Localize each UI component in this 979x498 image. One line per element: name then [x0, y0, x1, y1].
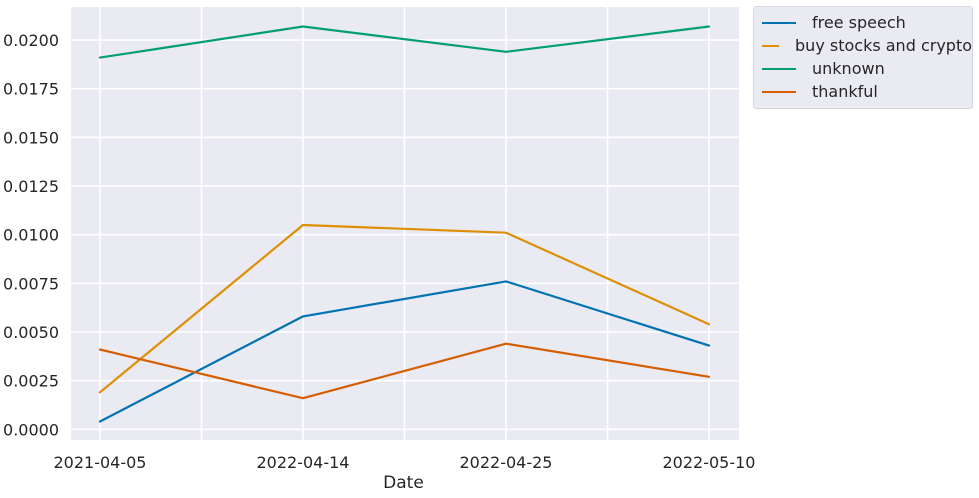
series-line-unknown	[98, 25, 711, 59]
x-tick-label: 2021-04-05	[54, 453, 147, 472]
x-tick-label: 2022-04-14	[257, 453, 350, 472]
y-axis-ticks: 0.0000 0.0025 0.0050 0.0075 0.0100 0.0125 0.01…	[3, 31, 59, 439]
legend-item: free speech	[754, 11, 972, 34]
legend-label: free speech	[812, 13, 906, 32]
y-tick-label: 0.0025	[3, 372, 59, 391]
x-axis-ticks: 2021-04-05 2022-04-14 2022-04-25 2022-05-10	[54, 453, 756, 472]
legend-label: thankful	[812, 82, 878, 101]
y-tick-label: 0.0000	[3, 420, 59, 439]
x-tick-label: 2022-05-10	[663, 453, 756, 472]
x-tick-label: 2022-04-25	[460, 453, 553, 472]
y-tick-label: 0.0050	[3, 323, 59, 342]
y-tick-label: 0.0200	[3, 31, 59, 50]
y-tick-label: 0.0100	[3, 226, 59, 245]
y-tick-label: 0.0075	[3, 274, 59, 293]
legend-item: thankful	[754, 80, 972, 103]
legend-item: buy stocks and crypto	[754, 34, 972, 57]
legend-swatch	[762, 90, 796, 93]
y-tick-label: 0.0125	[3, 177, 59, 196]
legend-item: unknown	[754, 57, 972, 80]
legend-label: unknown	[812, 59, 885, 78]
legend-swatch	[762, 44, 780, 47]
legend-swatch	[762, 67, 796, 70]
y-tick-label: 0.0150	[3, 128, 59, 147]
series-line-free-speech	[98, 280, 711, 423]
legend: free speech buy stocks and crypto unknown t…	[753, 6, 973, 109]
legend-label: buy stocks and crypto	[795, 36, 972, 55]
y-tick-label: 0.0175	[3, 80, 59, 99]
series-lines	[98, 25, 711, 423]
grid-lines	[71, 7, 739, 440]
x-axis-label: Date	[383, 473, 424, 493]
legend-swatch	[762, 21, 796, 24]
series-line-thankful	[98, 342, 711, 400]
series-line-buy-stocks-and-crypto	[98, 223, 711, 394]
